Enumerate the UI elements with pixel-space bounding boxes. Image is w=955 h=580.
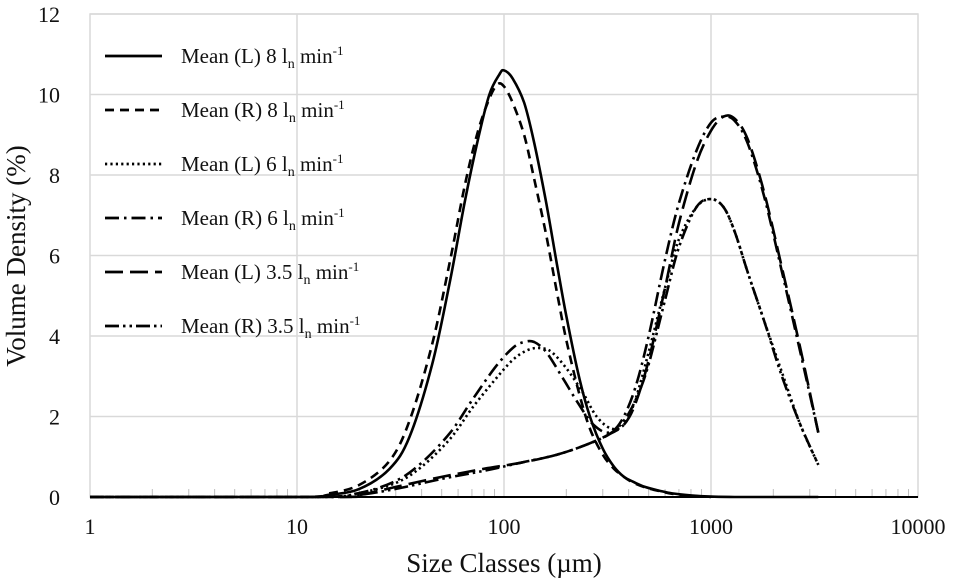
y-tick-label: 0 (49, 485, 60, 510)
x-minor-ticks (151, 489, 910, 497)
legend-label-4: Mean (R) 6 ln min-1 (181, 205, 345, 234)
legend-label-superscript: -1 (334, 97, 345, 112)
legend-label-main: Mean (L) 6 l (181, 152, 288, 176)
y-tick-label: 4 (49, 324, 60, 349)
series-line-1 (90, 68, 819, 499)
legend-label-main: Mean (L) 8 l (181, 44, 288, 68)
legend-label-2: Mean (R) 8 ln min-1 (181, 97, 345, 126)
x-axis-title: Size Classes (µm) (406, 548, 602, 578)
legend-label-6: Mean (R) 3.5 ln min-1 (181, 313, 360, 342)
x-tick-label: 1000 (689, 514, 733, 539)
series-line-4 (90, 115, 820, 499)
legend-label-superscript: -1 (350, 313, 361, 328)
x-tick-label: 10000 (891, 514, 946, 539)
legend-label-unit: min (296, 206, 334, 230)
x-tick-label: 1 (85, 514, 96, 539)
legend-label-main: Mean (R) 6 l (181, 206, 289, 230)
legend-label-unit: min (295, 44, 333, 68)
legend-label-superscript: -1 (333, 151, 344, 166)
series-line-6 (90, 197, 820, 499)
x-tick-labels: 1 10 100 1000 10000 (85, 514, 946, 539)
legend-label-superscript: -1 (334, 205, 345, 220)
y-axis-title: Volume Density (%) (1, 145, 31, 366)
x-tick-label: 100 (488, 514, 521, 539)
series-line-2 (90, 82, 712, 499)
y-tick-label: 2 (49, 405, 60, 430)
x-tick-label: 10 (286, 514, 308, 539)
y-tick-label: 12 (38, 2, 60, 27)
legend-label-subscript: n (288, 165, 295, 180)
series-line-3 (90, 197, 820, 499)
legend-label-unit: min (312, 314, 350, 338)
y-tick-label: 10 (38, 83, 60, 108)
legend-label-superscript: -1 (348, 259, 359, 274)
legend-label-main: Mean (R) 3.5 l (181, 314, 305, 338)
legend-label-unit: min (296, 98, 334, 122)
legend-label-subscript: n (305, 327, 312, 342)
legend-label-1: Mean (L) 8 ln min-1 (181, 43, 343, 72)
legend-label-5: Mean (L) 3.5 ln min-1 (181, 259, 359, 288)
y-tick-label: 6 (49, 244, 60, 269)
legend-label-superscript: -1 (333, 43, 344, 58)
legend-label-main: Mean (L) 3.5 l (181, 260, 304, 284)
legend-label-subscript: n (288, 57, 295, 72)
legend-label-subscript: n (289, 111, 296, 126)
legend-label-subscript: n (303, 273, 310, 288)
legend-label-main: Mean (R) 8 l (181, 98, 289, 122)
legend-label-subscript: n (289, 219, 296, 234)
legend-label-unit: min (295, 152, 333, 176)
y-tick-labels: 0 2 4 6 8 10 12 (38, 2, 60, 510)
legend-label-unit: min (310, 260, 348, 284)
series-layer (90, 68, 820, 499)
y-tick-label: 8 (49, 163, 60, 188)
legend-label-3: Mean (L) 6 ln min-1 (181, 151, 343, 180)
